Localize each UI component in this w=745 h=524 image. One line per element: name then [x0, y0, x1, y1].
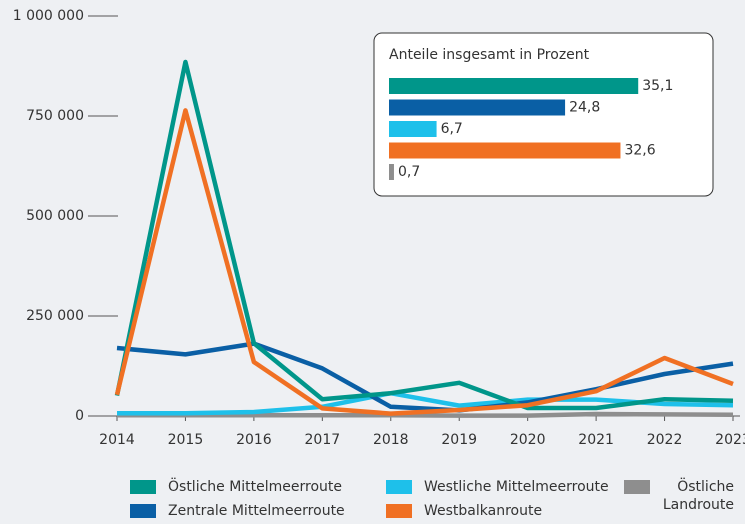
line — [116, 341, 734, 413]
legend-label: Westliche Mittelmeerroute — [424, 479, 609, 495]
line — [117, 411, 734, 418]
bar — [389, 142, 621, 159]
legend-item: Westbalkanroute — [386, 502, 542, 520]
bar — [389, 164, 394, 180]
legend-label: Östliche Landroute — [662, 479, 734, 513]
legend-label: Westbalkanroute — [424, 503, 543, 519]
x-tick-label: 2019 — [441, 432, 477, 448]
y-tick-label: 0 — [75, 408, 84, 424]
line — [114, 108, 734, 416]
legend-swatch — [624, 480, 650, 494]
x-tick-label: 2023 — [715, 432, 745, 448]
legend-label: Zentrale Mittelmeerroute — [168, 503, 345, 519]
bar-label: 6,7 — [441, 121, 463, 137]
bar — [389, 78, 639, 94]
x-tick-label: 2022 — [647, 432, 683, 448]
inset-title: Anteile insgesamt in Prozent — [389, 47, 590, 63]
x-tick-label: 2016 — [236, 432, 272, 448]
legend-swatch — [386, 480, 412, 494]
x-tick-label: 2017 — [305, 432, 341, 448]
bar — [389, 121, 437, 137]
legend-swatch — [386, 504, 412, 518]
x-tick-label: 2021 — [578, 432, 614, 448]
bar-label: 35,1 — [642, 78, 673, 94]
legend-item: Zentrale Mittelmeerroute — [130, 502, 345, 520]
legend-swatch — [130, 480, 156, 494]
bar-label: 24,8 — [569, 100, 600, 116]
y-tick-label: 1 000 000 — [13, 8, 84, 24]
x-tick-label: 2020 — [510, 432, 546, 448]
y-tick-label: 750 000 — [26, 108, 84, 124]
legend-swatch — [130, 504, 156, 518]
x-tick-label: 2015 — [168, 432, 204, 448]
x-tick-label: 2014 — [99, 432, 135, 448]
legend-item: Westliche Mittelmeerroute — [386, 478, 609, 496]
line — [114, 59, 734, 411]
chart: 0 250 000 500 000 750 000 1 000 000 2014 2015 2… — [13, 8, 745, 448]
y-tick-label: 250 000 — [26, 308, 84, 324]
y-tick-label: 500 000 — [26, 208, 84, 224]
legend-item: Östliche Landroute — [624, 478, 734, 514]
bar-label: 0,7 — [398, 164, 420, 180]
bar-label: 32,6 — [624, 143, 655, 159]
x-tick-label: 2018 — [373, 432, 409, 448]
legend-label: Östliche Mittelmeerroute — [168, 479, 343, 495]
legend-item: Östliche Mittelmeerroute — [130, 478, 342, 496]
bar — [389, 99, 566, 116]
